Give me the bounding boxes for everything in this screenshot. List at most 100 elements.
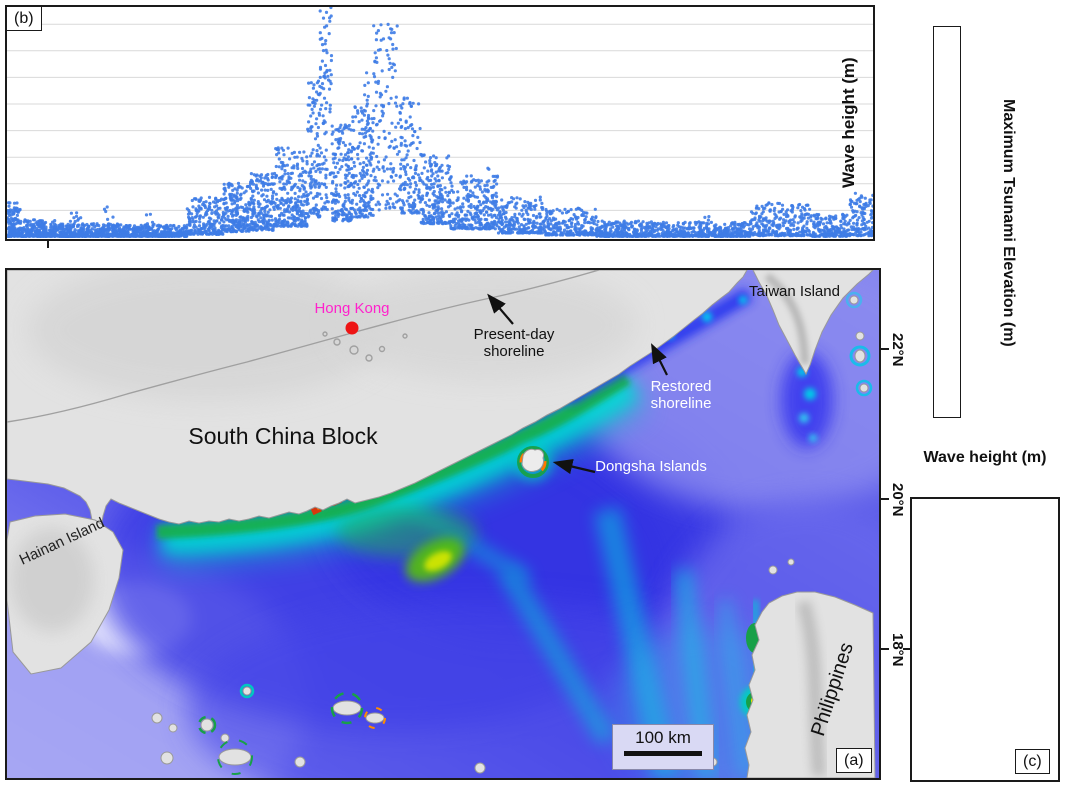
- b-point: [424, 218, 429, 222]
- b-point: [282, 153, 286, 157]
- b-point: [478, 185, 482, 189]
- b-point: [747, 232, 751, 237]
- b-point: [536, 226, 540, 230]
- b-point: [473, 185, 477, 189]
- b-point: [430, 168, 434, 172]
- b-point: [318, 67, 323, 71]
- b-point: [400, 199, 405, 203]
- b-point: [264, 205, 268, 209]
- b-point: [556, 226, 560, 230]
- b-point: [485, 210, 489, 214]
- b-point: [564, 232, 568, 236]
- b-point: [61, 224, 65, 228]
- b-point: [262, 198, 267, 202]
- b-point: [336, 146, 340, 150]
- b-point: [366, 116, 370, 120]
- b-point: [339, 183, 343, 187]
- b-point: [377, 160, 381, 164]
- b-point: [328, 16, 332, 20]
- b-point: [293, 208, 297, 212]
- b-point: [462, 196, 466, 200]
- b-point: [551, 209, 555, 213]
- b-point: [538, 195, 542, 199]
- b-point: [223, 189, 227, 193]
- b-point: [368, 161, 372, 165]
- b-point: [73, 219, 77, 224]
- b-point: [360, 149, 365, 153]
- b-point: [388, 61, 392, 65]
- b-point: [311, 148, 315, 152]
- b-point: [566, 209, 571, 213]
- b-point: [98, 229, 102, 233]
- b-point: [315, 117, 319, 121]
- b-point: [375, 165, 379, 169]
- b-point: [421, 153, 426, 157]
- b-point: [473, 218, 477, 222]
- b-point: [258, 202, 262, 206]
- b-point: [633, 233, 638, 237]
- b-point: [365, 183, 369, 187]
- b-point: [428, 156, 433, 160]
- b-point: [297, 206, 301, 210]
- b-point: [665, 233, 670, 237]
- b-point: [293, 197, 297, 201]
- b-point: [347, 127, 351, 131]
- b-point: [251, 194, 255, 198]
- b-point: [363, 93, 367, 97]
- b-point: [586, 233, 590, 237]
- b-point: [231, 198, 235, 202]
- b-point: [789, 223, 793, 227]
- b-point: [770, 202, 774, 207]
- b-point: [515, 216, 519, 221]
- b-point: [343, 143, 347, 147]
- b-point: [749, 210, 754, 214]
- b-point: [260, 227, 264, 231]
- b-point: [372, 109, 376, 113]
- b-point: [384, 203, 388, 207]
- b-point: [318, 146, 322, 150]
- b-point: [684, 232, 688, 236]
- b-point: [274, 192, 278, 196]
- b-point: [742, 221, 746, 225]
- b-point: [239, 196, 243, 200]
- b-point: [527, 206, 532, 210]
- b-point: [722, 231, 726, 235]
- b-point: [510, 216, 514, 220]
- b-point: [327, 32, 331, 36]
- b-point: [482, 213, 486, 217]
- b-point: [235, 188, 239, 192]
- b-point: [361, 165, 365, 169]
- b-point: [306, 202, 310, 206]
- b-point: [365, 168, 370, 172]
- b-point: [111, 227, 115, 231]
- b-point: [238, 193, 243, 197]
- b-point: [315, 212, 319, 216]
- b-point: [773, 216, 777, 221]
- b-point: [524, 222, 528, 226]
- b-point: [616, 224, 620, 228]
- b-point: [356, 208, 360, 212]
- b-point: [299, 199, 303, 203]
- b-point: [173, 231, 177, 235]
- b-point: [723, 226, 728, 230]
- b-point: [706, 218, 711, 222]
- b-point: [453, 207, 457, 211]
- b-point: [131, 227, 135, 231]
- b-point: [31, 218, 36, 222]
- b-point: [198, 199, 202, 203]
- b-point: [259, 176, 263, 180]
- b-point: [426, 185, 431, 189]
- b-point: [425, 203, 429, 207]
- b-point: [469, 174, 473, 178]
- b-point: [312, 211, 316, 215]
- b-point: [494, 191, 498, 195]
- b-point: [381, 104, 386, 108]
- b-point: [390, 121, 394, 125]
- b-point: [282, 199, 286, 203]
- b-point: [492, 219, 497, 223]
- b-point: [339, 152, 343, 156]
- b-point: [503, 215, 508, 219]
- b-point: [293, 204, 297, 208]
- b-point: [590, 228, 594, 232]
- b-point: [361, 111, 365, 115]
